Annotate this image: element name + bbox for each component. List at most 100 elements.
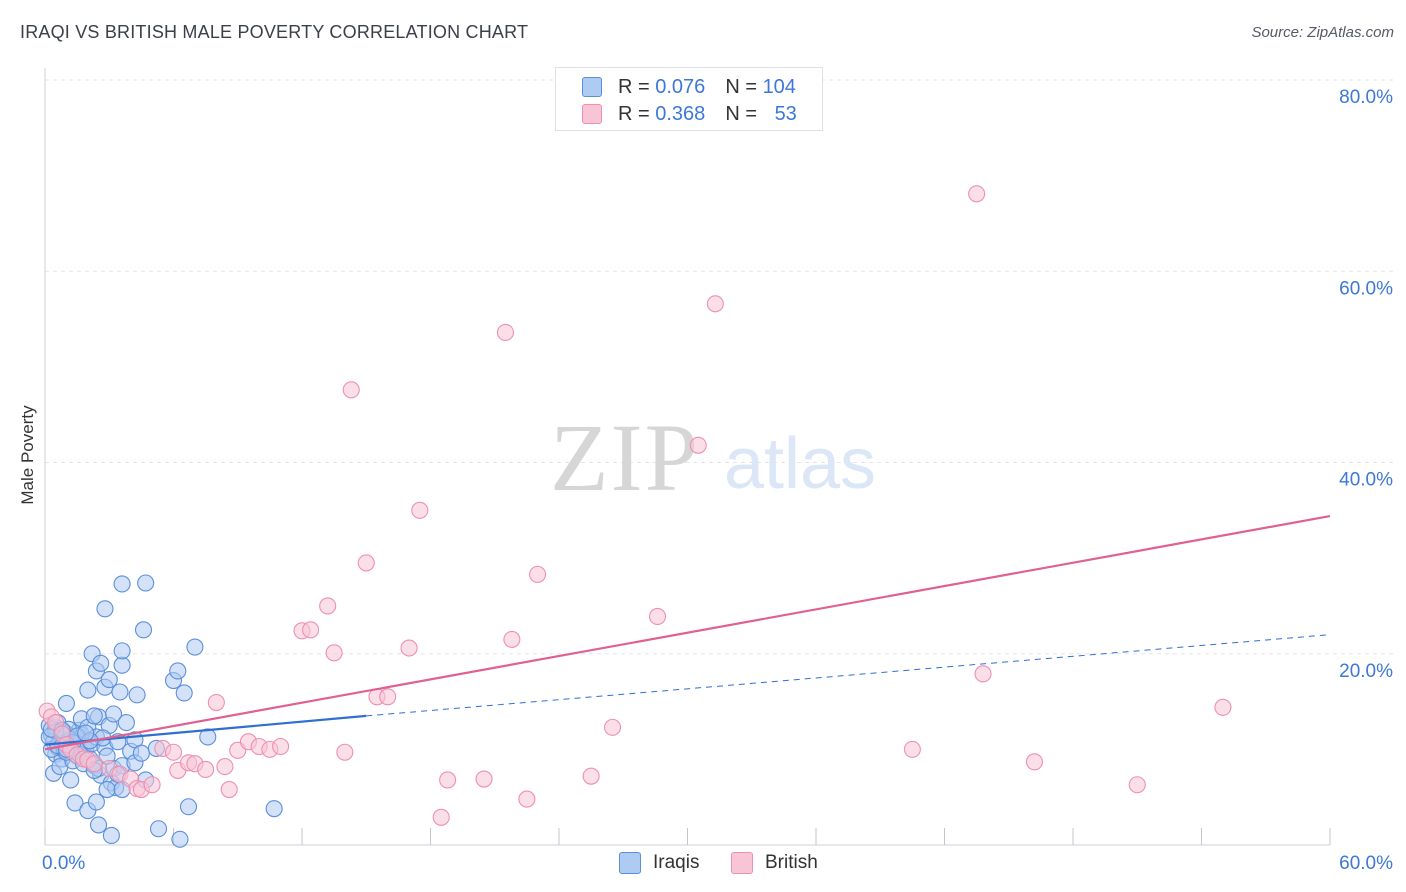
iraqi-point-80 [169, 662, 187, 680]
british-point-31 [302, 621, 320, 639]
trendline-iraqis-projection [366, 634, 1331, 717]
source-label: Source: ZipAtlas.com [1251, 24, 1394, 41]
iraqi-point-48 [113, 656, 131, 674]
legend-item-british[interactable]: British [731, 852, 818, 874]
y-tick-label-1: 40.0% [1339, 470, 1393, 491]
legend-r-label: R = [618, 75, 650, 98]
legend-item-iraqis[interactable]: Iraqis [619, 852, 699, 874]
iraqi-point-64 [89, 816, 108, 834]
iraqi-point-58 [117, 714, 135, 732]
iraqi-point-85 [149, 820, 168, 838]
british-point-42 [475, 770, 493, 788]
british-point-40 [432, 808, 450, 826]
gridlines [45, 79, 1393, 655]
iraqi-point-60 [66, 794, 84, 812]
british-point-52 [974, 665, 992, 683]
british-point-46 [582, 767, 600, 785]
iraqi-point-75 [113, 575, 131, 593]
legend-n-value-british: 53 [774, 102, 797, 125]
british-point-39 [411, 501, 429, 519]
legend-n-value-iraqis: 104 [762, 75, 796, 98]
y-tick-label-3: 80.0% [1339, 87, 1393, 108]
british-point-48 [648, 607, 667, 626]
series-iraqis [40, 574, 283, 848]
correlation-legend: R = 0.076 N = 104 R = 0.368 N = 53 [555, 67, 823, 131]
british-point-49 [689, 436, 707, 454]
british-point-35 [357, 554, 375, 572]
chart-title: IRAQI VS BRITISH MALE POVERTY CORRELATIO… [20, 22, 529, 42]
iraqi-point-40 [79, 681, 97, 699]
iraqi-point-22 [57, 694, 75, 713]
legend-swatch-iraqis [582, 77, 602, 97]
british-point-56 [1214, 698, 1232, 716]
watermark-atlas: atlas [724, 424, 876, 504]
legend-swatch-iraqis [619, 852, 641, 874]
british-point-22 [207, 693, 225, 712]
x-tick-label-min: 0.0% [42, 853, 85, 874]
iraqi-point-83 [199, 728, 217, 746]
legend-r-label: R = [618, 102, 650, 125]
legend-r-value-iraqis: 0.076 [655, 75, 706, 98]
british-point-50 [706, 295, 724, 313]
series-british [38, 185, 1232, 826]
legend-r-value-british: 0.368 [655, 102, 706, 125]
british-point-51 [903, 740, 921, 758]
iraqi-point-63 [87, 793, 105, 811]
iraqi-point-45 [100, 671, 118, 689]
legend-label-iraqis: Iraqis [653, 852, 700, 873]
british-point-17 [164, 743, 183, 761]
iraqi-point-43 [92, 654, 110, 672]
watermark: ZIP atlas [550, 404, 876, 511]
british-point-47 [603, 718, 622, 736]
british-point-57 [496, 323, 515, 342]
iraqi-point-71 [132, 744, 150, 762]
iraqi-point-49 [113, 642, 131, 660]
british-point-24 [220, 780, 238, 799]
iraqi-point-46 [104, 705, 123, 723]
legend-swatch-british [582, 104, 602, 124]
british-point-45 [529, 565, 547, 583]
iraqi-point-99 [77, 724, 95, 742]
british-point-32 [319, 597, 337, 615]
iraqi-point-65 [98, 780, 116, 799]
legend-row-british: R = 0.368 N = 53 [582, 103, 797, 125]
british-point-15 [143, 776, 161, 794]
british-point-33 [325, 644, 343, 662]
iraqi-point-74 [134, 621, 153, 639]
iraqi-point-77 [96, 600, 114, 618]
legend-n-label: N = [725, 75, 757, 98]
x-tick-label-max: 60.0% [1339, 853, 1393, 874]
iraqi-point-78 [128, 686, 146, 704]
british-point-29 [272, 737, 290, 756]
trendlines [44, 514, 1331, 751]
british-point-23 [216, 758, 234, 776]
british-point-21 [197, 760, 215, 779]
british-point-54 [1025, 753, 1043, 771]
british-point-38 [400, 639, 418, 657]
iraqi-point-76 [137, 574, 155, 592]
iraqi-point-50 [85, 707, 103, 725]
iraqi-point-82 [186, 638, 204, 656]
legend-n-label: N = [725, 102, 757, 125]
iraqi-point-23 [62, 771, 80, 789]
tick-labels: 20.0% 40.0% 60.0% 80.0% 0.0% 60.0% [42, 87, 1393, 874]
legend-row-iraqis: R = 0.076 N = 104 [582, 76, 796, 98]
british-point-43 [503, 630, 521, 648]
british-point-34 [342, 381, 360, 399]
british-point-9 [85, 755, 103, 773]
series-legend: Iraqis British [0, 852, 1406, 878]
british-point-37 [379, 688, 397, 706]
watermark-zip: ZIP [550, 404, 700, 511]
trendline-british [44, 514, 1331, 751]
iraqi-point-87 [265, 800, 283, 818]
british-point-55 [1128, 776, 1146, 794]
british-point-58 [336, 743, 354, 761]
iraqi-point-66 [102, 826, 120, 844]
british-point-53 [968, 185, 986, 203]
legend-label-british: British [765, 852, 818, 873]
y-tick-label-0: 20.0% [1339, 661, 1393, 682]
iraqi-point-47 [111, 683, 129, 701]
legend-swatch-british [731, 852, 753, 874]
iraqi-point-81 [175, 684, 193, 702]
